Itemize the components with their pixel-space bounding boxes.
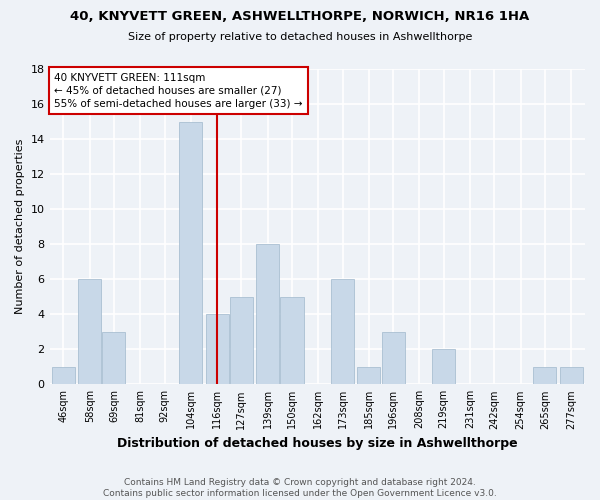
Bar <box>560 367 583 384</box>
Bar <box>533 367 556 384</box>
Bar <box>331 279 354 384</box>
Bar <box>78 279 101 384</box>
Bar <box>432 350 455 384</box>
Bar <box>358 367 380 384</box>
Bar <box>280 296 304 384</box>
Bar <box>206 314 229 384</box>
Text: 40 KNYVETT GREEN: 111sqm
← 45% of detached houses are smaller (27)
55% of semi-d: 40 KNYVETT GREEN: 111sqm ← 45% of detach… <box>54 72 302 109</box>
Bar <box>103 332 125 384</box>
Text: Contains HM Land Registry data © Crown copyright and database right 2024.
Contai: Contains HM Land Registry data © Crown c… <box>103 478 497 498</box>
Bar <box>256 244 280 384</box>
Text: Size of property relative to detached houses in Ashwellthorpe: Size of property relative to detached ho… <box>128 32 472 42</box>
Text: 40, KNYVETT GREEN, ASHWELLTHORPE, NORWICH, NR16 1HA: 40, KNYVETT GREEN, ASHWELLTHORPE, NORWIC… <box>70 10 530 23</box>
Bar <box>230 296 253 384</box>
X-axis label: Distribution of detached houses by size in Ashwellthorpe: Distribution of detached houses by size … <box>117 437 518 450</box>
Bar <box>179 122 202 384</box>
Bar <box>382 332 404 384</box>
Y-axis label: Number of detached properties: Number of detached properties <box>15 139 25 314</box>
Bar <box>52 367 75 384</box>
